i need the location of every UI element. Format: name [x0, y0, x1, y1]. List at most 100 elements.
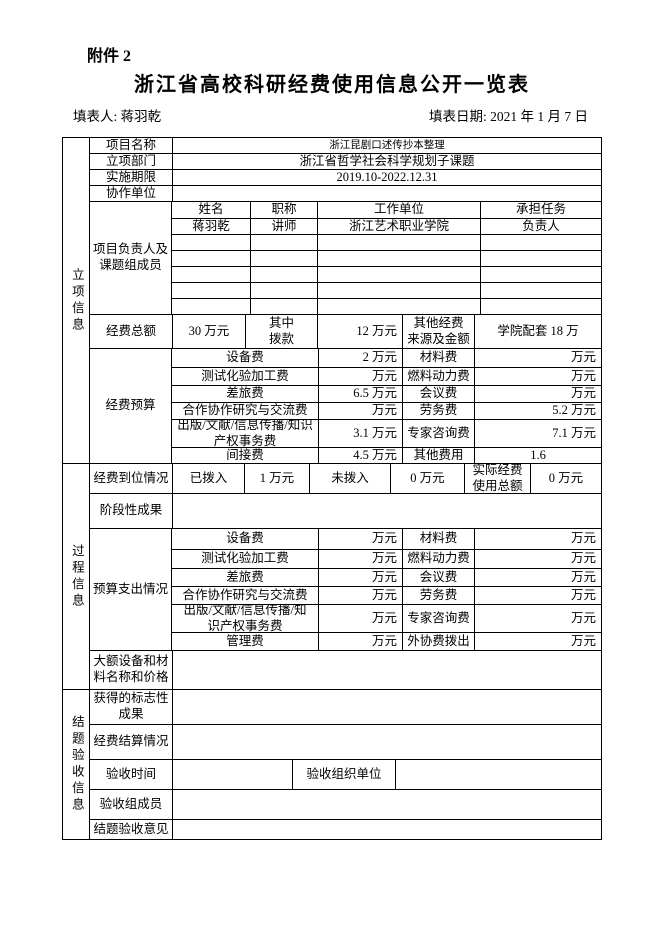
funds-received-allocated-value: 1 万元 — [244, 464, 309, 493]
approval-dept-label: 立项部门 — [105, 154, 156, 168]
approval-dept-value: 浙江省哲学社会科学规划子课题 — [172, 154, 601, 169]
member-row — [172, 234, 601, 250]
expenditure-value: 万元 — [474, 550, 601, 568]
funds-actual-use-value: 0 万元 — [530, 464, 601, 493]
expenditure-row: 测试化验加工费 万元 燃料动力费 万元 — [172, 549, 601, 568]
landmark-results-label: 获得的标志性 成果 — [93, 691, 169, 721]
attachment-label: 附件 2 — [87, 48, 132, 65]
member-unit — [317, 251, 480, 266]
budget-value: 3.1 万元 — [318, 420, 402, 447]
expenditure-item: 燃料动力费 — [402, 550, 474, 568]
budget-row: 间接费 4.5 万元 其他费用 1.6 — [172, 447, 601, 463]
member-task — [480, 283, 601, 298]
funding-total-amount: 30 万元 — [172, 315, 245, 348]
row-funds-received: 经费到位情况 已拨入 1 万元 未拨入 0 万元 实际经费 使用总额 0 万元 — [90, 464, 601, 493]
row-project-name: 项目名称 浙江昆剧口述传抄本整理 — [90, 138, 601, 153]
funds-unallocated-label: 未拨入 — [309, 464, 390, 493]
budget-value: 6.5 万元 — [318, 386, 402, 402]
budget-item: 燃料动力费 — [402, 368, 474, 385]
filler-name: 填表人: 蒋羽乾 — [73, 109, 162, 124]
budget-row: 合作协作研究与交流费 万元 劳务费 5.2 万元 — [172, 402, 601, 419]
row-acceptance-time: 验收时间 验收组织单位 — [90, 759, 601, 789]
stage-results-value — [172, 494, 601, 528]
budget-item: 设备费 — [226, 350, 264, 365]
expenditure-item: 差旅费 — [226, 569, 264, 584]
section-label-acceptance: 结题验收信息 — [63, 690, 90, 839]
disclosure-form-table: 立项信息 项目名称 浙江昆剧口述传抄本整理 立项部门 浙江省哲学社会科学规划子课… — [62, 137, 602, 840]
expenditure-item: 管理费 — [226, 633, 264, 648]
budget-value: 万元 — [318, 368, 402, 385]
partner-unit-label: 协作单位 — [105, 186, 156, 200]
row-funds-settlement: 经费结算情况 — [90, 724, 601, 759]
funding-other-label: 其他经费 来源及金额 — [402, 315, 474, 348]
stage-results-label: 阶段性成果 — [99, 503, 163, 518]
member-task — [480, 235, 601, 250]
member-row — [172, 266, 601, 282]
row-acceptance-opinion: 结题验收意见 — [90, 819, 601, 839]
acceptance-org-label: 验收组织单位 — [292, 760, 395, 789]
expenditure-value: 万元 — [474, 569, 601, 586]
member-unit: 浙江艺术职业学院 — [317, 219, 480, 234]
members-header-title: 职称 — [250, 202, 317, 218]
fill-date: 填表日期: 2021 年 1 月 7 日 — [428, 109, 588, 124]
funds-received-label: 经费到位情况 — [93, 470, 169, 485]
budget-value: 7.1 万元 — [474, 420, 601, 447]
row-landmark-results: 获得的标志性 成果 — [90, 690, 601, 724]
budget-item: 劳务费 — [402, 403, 474, 419]
member-title — [250, 299, 317, 314]
budget-value: 万元 — [474, 368, 601, 385]
funds-unallocated-value: 0 万元 — [390, 464, 464, 493]
members-label: 项目负责人及 课题组成员 — [90, 202, 172, 314]
budget-value: 万元 — [474, 386, 601, 402]
funding-grant-value: 12 万元 — [317, 315, 402, 348]
section-label-approval-text: 立项信息 — [69, 267, 84, 334]
members-header-row: 姓名 职称 工作单位 承担任务 — [172, 202, 601, 218]
page-title: 浙江省高校科研经费使用信息公开一览表 — [134, 74, 530, 96]
expenditure-item: 劳务费 — [402, 587, 474, 604]
member-name: 蒋羽乾 — [192, 219, 230, 233]
member-name — [172, 235, 250, 250]
members-header-name: 姓名 — [198, 202, 224, 217]
expenditure-value: 万元 — [318, 569, 402, 586]
budget-row: 出版/文献/信息传播/知识 产权事务费 3.1 万元 专家咨询费 7.1 万元 — [172, 419, 601, 447]
budget-item: 会议费 — [402, 386, 474, 402]
expenditure-label: 预算支出情况 — [90, 529, 172, 650]
section-label-process: 过程信息 — [63, 464, 90, 689]
funds-settlement-label: 经费结算情况 — [93, 734, 169, 749]
expenditure-block: 预算支出情况 设备费 万元 材料费 万元 测试化验加工费 万元 燃料动力费 — [90, 528, 601, 650]
member-row — [172, 298, 601, 314]
member-unit — [317, 267, 480, 282]
meta-line: 填表人: 蒋羽乾 填表日期: 2021 年 1 月 7 日 — [73, 105, 588, 125]
section-label-process-text: 过程信息 — [69, 543, 84, 610]
member-unit — [317, 283, 480, 298]
expenditure-value: 万元 — [474, 529, 601, 549]
expenditure-item: 外协费拨出 — [402, 633, 474, 650]
expenditure-item: 材料费 — [402, 529, 474, 549]
expenditure-value: 万元 — [474, 605, 601, 632]
member-title: 讲师 — [250, 219, 317, 234]
budget-item: 其他费用 — [402, 448, 474, 463]
landmark-results-value — [172, 690, 601, 724]
row-stage-results: 阶段性成果 — [90, 493, 601, 528]
expenditure-row: 合作协作研究与交流费 万元 劳务费 万元 — [172, 586, 601, 604]
acceptance-time-label: 验收时间 — [105, 766, 156, 781]
expenditure-item: 测试化验加工费 — [201, 551, 289, 566]
project-name-label: 项目名称 — [105, 138, 156, 152]
members-header-unit: 工作单位 — [317, 202, 480, 218]
large-equipment-value — [172, 651, 601, 689]
member-unit — [317, 299, 480, 314]
budget-item: 专家咨询费 — [402, 420, 474, 447]
expenditure-row: 管理费 万元 外协费拨出 万元 — [172, 632, 601, 650]
member-task — [480, 267, 601, 282]
member-title — [250, 235, 317, 250]
row-funding-total: 经费总额 30 万元 其中 拨款 12 万元 其他经费 来源及金额 学院配套 1… — [90, 314, 601, 348]
expenditure-row: 出版/文献/信息传播/知 识产权事务费 万元 专家咨询费 万元 — [172, 604, 601, 632]
large-equipment-label: 大额设备和材 料名称和价格 — [93, 654, 169, 684]
member-task — [480, 299, 601, 314]
project-name-value: 浙江昆剧口述传抄本整理 — [172, 138, 601, 153]
budget-item: 出版/文献/信息传播/知识 产权事务费 — [177, 420, 313, 447]
member-title — [250, 283, 317, 298]
expenditure-item: 合作协作研究与交流费 — [182, 587, 308, 602]
funding-grant-label: 其中 拨款 — [245, 315, 317, 348]
row-acceptance-members: 验收组成员 — [90, 789, 601, 819]
